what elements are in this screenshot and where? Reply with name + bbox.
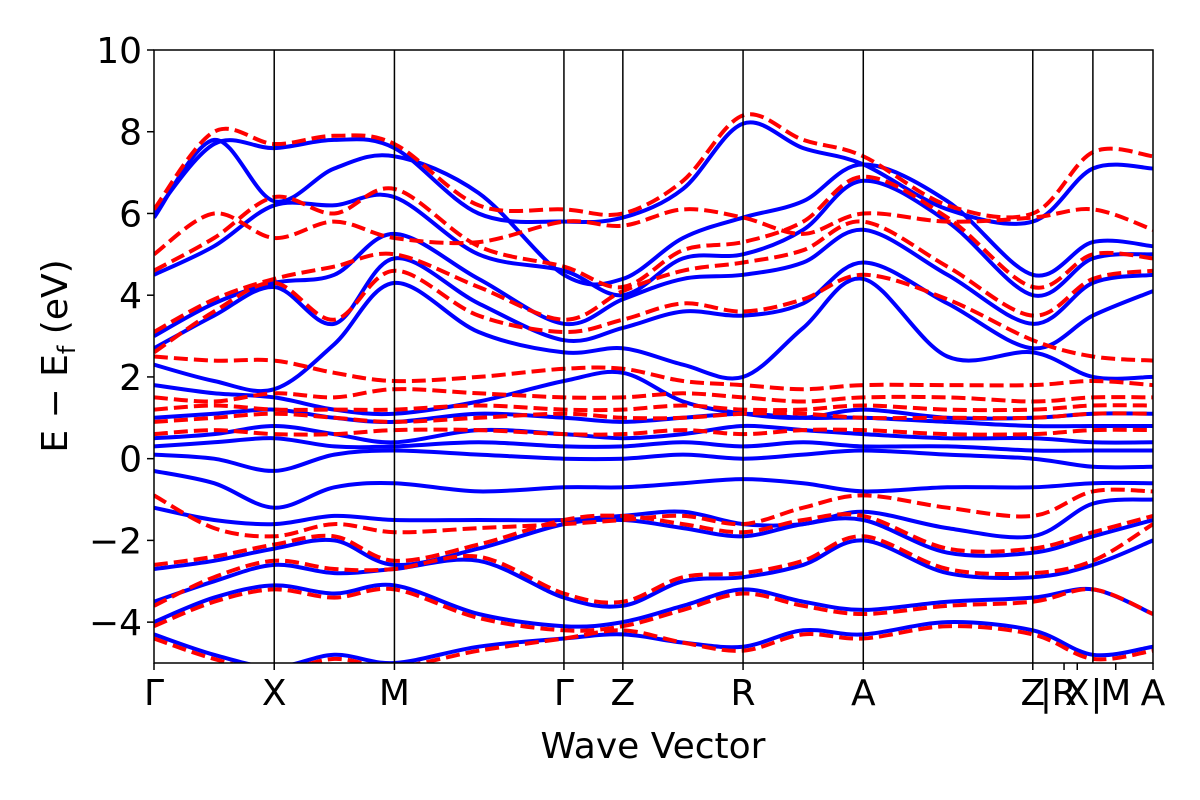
solid-band-1: [154, 620, 1153, 663]
solid-band-15: [154, 178, 1153, 298]
solid-band-6: [154, 468, 1153, 510]
x-tick-label: M: [1100, 673, 1131, 714]
solid-band-3: [154, 538, 1153, 609]
solid-band-7: [154, 448, 1153, 473]
y-tick-label: 0: [119, 440, 142, 481]
y-axis-title-unit: (eV): [35, 259, 76, 345]
dashed-band-5: [154, 487, 1153, 539]
x-tick-label: M: [379, 673, 410, 714]
x-tick-label: Γ: [144, 673, 164, 714]
y-tick-label: −4: [89, 603, 142, 644]
solid-band-11: [154, 369, 1153, 421]
dashed-band-12: [154, 219, 1153, 334]
dashed-band-9: [154, 387, 1153, 404]
solid-band-5: [154, 497, 1153, 540]
solid-band-8: [154, 436, 1153, 453]
y-tick-label: 10: [96, 31, 142, 72]
dashed-band-2: [154, 586, 1153, 633]
x-tick-label: X: [262, 673, 287, 714]
y-tick-label: −2: [89, 521, 142, 562]
x-axis-ticks: Γ X M Γ Z R A Z| RX |M A: [144, 663, 1166, 714]
x-tick-label: A: [1141, 673, 1166, 714]
solid-bands-series: [154, 120, 1153, 663]
solid-band-17: [154, 120, 1153, 226]
solid-band-12: [154, 276, 1153, 394]
solid-band-9: [154, 423, 1153, 445]
x-tick-label: R: [731, 673, 756, 714]
y-tick-label: 2: [119, 358, 142, 399]
x-tick-label: |: [1090, 673, 1102, 714]
dashed-bands-series: [154, 112, 1153, 663]
dashed-band-6: [154, 427, 1153, 437]
solid-band-2: [154, 582, 1153, 629]
solid-band-16: [154, 137, 1153, 287]
dashed-band-13: [154, 174, 1153, 290]
dashed-band-1: [154, 624, 1153, 663]
dashed-band-8: [154, 403, 1153, 413]
x-tick-label: X: [1065, 673, 1090, 714]
x-tick-label: |: [1040, 673, 1052, 714]
x-tick-label: Γ: [554, 673, 574, 714]
plot-frame: [153, 49, 1154, 664]
x-tick-label: Z: [611, 673, 636, 714]
x-axis-title: Wave Vector: [541, 726, 766, 767]
y-tick-label: 8: [119, 113, 142, 154]
dashed-band-3: [154, 522, 1153, 608]
high-symmetry-lines: [273, 50, 1094, 663]
y-axis-title-subscript: f: [53, 345, 81, 354]
solid-band-14: [154, 227, 1153, 338]
y-tick-label: 4: [119, 276, 142, 317]
dashed-band-10: [154, 354, 1153, 392]
x-tick-label: R: [1052, 673, 1077, 714]
y-axis-title-main: E − E: [35, 354, 76, 453]
x-tick-label: Z: [1020, 673, 1045, 714]
x-tick-label: A: [851, 673, 876, 714]
y-tick-label: 6: [119, 194, 142, 235]
y-axis-ticks: −4 −2 0 2 4 6 8 10: [89, 31, 154, 644]
y-axis-title: E − Ef (eV): [35, 259, 81, 452]
solid-band-13: [154, 256, 1153, 351]
solid-band-4: [154, 516, 1153, 571]
dashed-band-7: [154, 411, 1153, 424]
dashed-band-14: [154, 207, 1153, 256]
dashed-band-11: [154, 268, 1153, 363]
dashed-band-15: [154, 112, 1153, 220]
